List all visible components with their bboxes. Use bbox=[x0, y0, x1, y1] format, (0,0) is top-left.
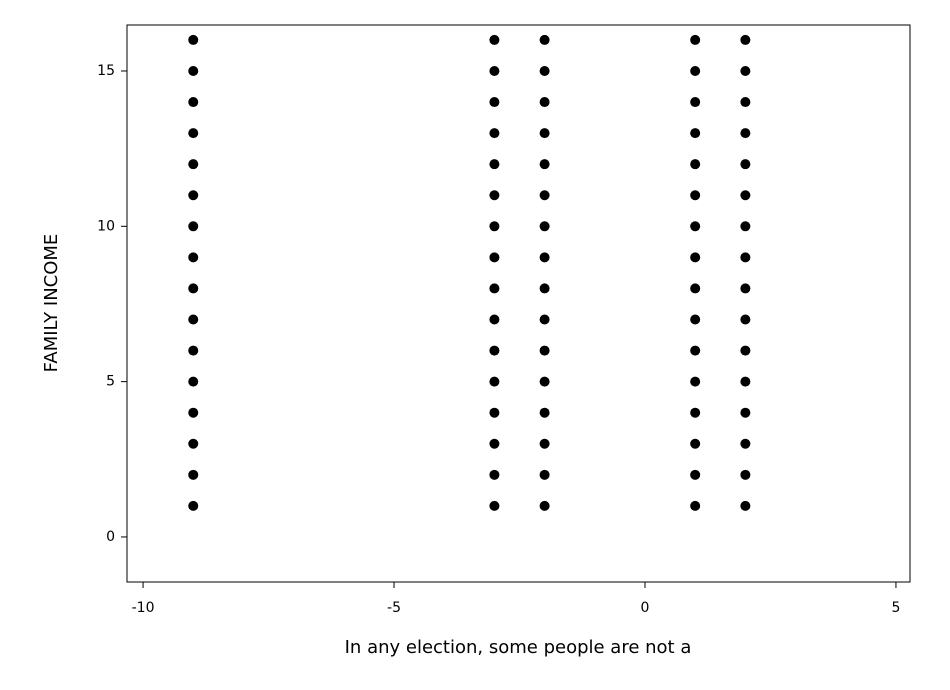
y-tick-label: 0 bbox=[106, 529, 115, 545]
point bbox=[740, 376, 751, 387]
point bbox=[539, 376, 550, 387]
x-tick-label: -10 bbox=[132, 600, 155, 616]
point bbox=[740, 221, 751, 232]
point bbox=[539, 65, 550, 76]
point bbox=[489, 407, 500, 418]
point bbox=[690, 190, 701, 201]
point bbox=[539, 159, 550, 170]
point bbox=[690, 469, 701, 480]
y-axis-title: FAMILY INCOME bbox=[41, 234, 62, 373]
point bbox=[740, 34, 751, 45]
x-tick-label: 0 bbox=[641, 600, 650, 616]
point bbox=[188, 283, 199, 294]
point bbox=[690, 376, 701, 387]
point bbox=[188, 407, 199, 418]
point bbox=[740, 283, 751, 294]
point bbox=[188, 190, 199, 201]
point bbox=[690, 407, 701, 418]
point bbox=[740, 500, 751, 511]
point bbox=[740, 314, 751, 325]
x-axis-title: In any election, some people are not a bbox=[345, 637, 692, 658]
point bbox=[539, 314, 550, 325]
point bbox=[690, 252, 701, 263]
y-tick-label: 10 bbox=[97, 218, 115, 234]
point bbox=[740, 97, 751, 108]
point bbox=[489, 376, 500, 387]
point bbox=[740, 469, 751, 480]
plot-frame bbox=[126, 24, 911, 583]
point bbox=[539, 252, 550, 263]
point bbox=[539, 34, 550, 45]
point bbox=[489, 252, 500, 263]
point bbox=[690, 283, 701, 294]
point bbox=[690, 221, 701, 232]
point bbox=[188, 97, 199, 108]
point bbox=[539, 221, 550, 232]
point bbox=[188, 469, 199, 480]
point bbox=[740, 407, 751, 418]
x-tick-label: 5 bbox=[891, 600, 900, 616]
point bbox=[539, 438, 550, 449]
point bbox=[489, 438, 500, 449]
point bbox=[539, 190, 550, 201]
point bbox=[489, 128, 500, 139]
point bbox=[690, 345, 701, 356]
point bbox=[188, 65, 199, 76]
point bbox=[539, 283, 550, 294]
point bbox=[539, 128, 550, 139]
point bbox=[188, 500, 199, 511]
point bbox=[539, 500, 550, 511]
point bbox=[188, 314, 199, 325]
point bbox=[539, 407, 550, 418]
point bbox=[690, 97, 701, 108]
point bbox=[690, 128, 701, 139]
point bbox=[188, 438, 199, 449]
point bbox=[740, 128, 751, 139]
point bbox=[740, 65, 751, 76]
point bbox=[489, 65, 500, 76]
point bbox=[188, 34, 199, 45]
point bbox=[539, 469, 550, 480]
point bbox=[489, 221, 500, 232]
point bbox=[740, 252, 751, 263]
point bbox=[489, 159, 500, 170]
point bbox=[489, 190, 500, 201]
point bbox=[489, 283, 500, 294]
point bbox=[188, 345, 199, 356]
point bbox=[188, 159, 199, 170]
point bbox=[188, 221, 199, 232]
point bbox=[740, 438, 751, 449]
point bbox=[539, 345, 550, 356]
point bbox=[740, 190, 751, 201]
point bbox=[690, 159, 701, 170]
point bbox=[489, 345, 500, 356]
point bbox=[489, 469, 500, 480]
point bbox=[690, 500, 701, 511]
point bbox=[740, 159, 751, 170]
point bbox=[489, 500, 500, 511]
point bbox=[690, 65, 701, 76]
y-tick-label: 5 bbox=[106, 374, 115, 390]
x-tick-label: -5 bbox=[387, 600, 401, 616]
point bbox=[690, 314, 701, 325]
point bbox=[690, 34, 701, 45]
point bbox=[489, 97, 500, 108]
point bbox=[489, 314, 500, 325]
point bbox=[740, 345, 751, 356]
point bbox=[489, 34, 500, 45]
point bbox=[188, 128, 199, 139]
point bbox=[188, 376, 199, 387]
y-tick-label: 15 bbox=[97, 63, 115, 79]
point bbox=[690, 438, 701, 449]
point bbox=[188, 252, 199, 263]
point bbox=[539, 97, 550, 108]
